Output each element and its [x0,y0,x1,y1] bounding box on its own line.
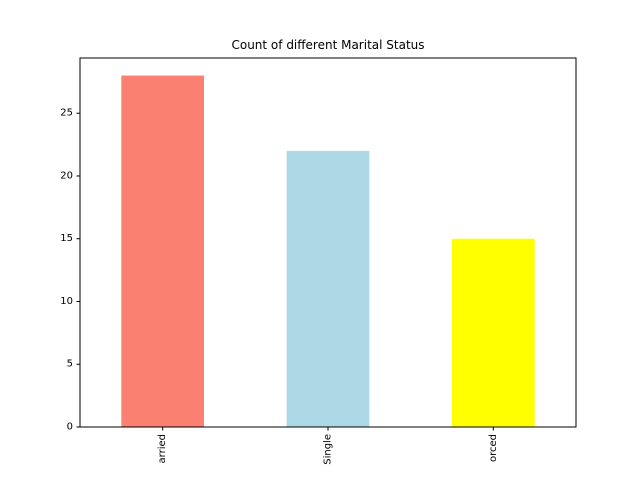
y-axis: 0 5 10 15 20 25 [60,108,80,433]
y-tick-label: 0 [67,422,73,433]
y-tick-label: 25 [60,108,73,119]
x-tick-label: Single [323,434,334,465]
bar-single [286,150,370,427]
bar-arried [121,75,204,428]
x-axis: arried Single orced [157,427,499,465]
y-tick-label: 10 [60,296,73,307]
x-tick-label: arried [157,434,168,463]
bars [121,75,535,428]
chart-title: Count of different Marital Status [231,38,424,52]
bar-orced [452,238,535,427]
y-tick-label: 20 [60,170,73,181]
x-tick-label: orced [488,434,499,462]
y-tick-label: 5 [67,359,73,370]
y-tick-label: 15 [60,233,73,244]
